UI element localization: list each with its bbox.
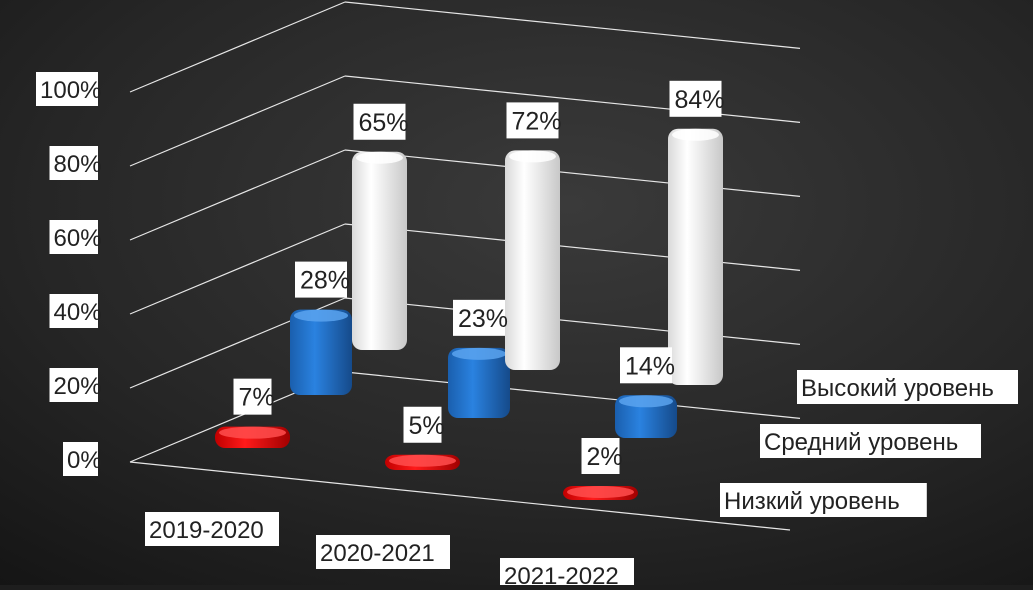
- data-label-box: [233, 378, 272, 415]
- data-label: 72%: [512, 107, 562, 135]
- data-label: 2%: [587, 443, 623, 471]
- data-label: 28%: [300, 267, 350, 295]
- bar: [448, 347, 510, 418]
- series-label: Низкий уровень: [724, 488, 900, 515]
- data-label-box: [353, 103, 406, 140]
- data-label: 14%: [625, 352, 675, 380]
- y-tick-label-box: [49, 294, 98, 328]
- gridline: [129, 149, 346, 241]
- bar-top: [294, 309, 348, 322]
- series-label: Высокий уровень: [801, 375, 994, 402]
- y-tick-label-box: [63, 442, 98, 476]
- x-tick-label: 2020-2021: [320, 540, 435, 567]
- data-label-box: [453, 299, 505, 336]
- y-tick-label: 40%: [54, 299, 102, 326]
- gridline: [344, 223, 801, 271]
- bar-top: [672, 128, 719, 141]
- x-tick-label: 2019-2020: [149, 517, 264, 544]
- data-label-box: [506, 102, 559, 139]
- gridline: [344, 1, 801, 49]
- bar-top: [356, 151, 403, 164]
- y-tick-label-box: [49, 146, 98, 180]
- gridline: [344, 297, 801, 345]
- y-tick-label: 0%: [67, 447, 102, 474]
- gridline: [129, 223, 346, 315]
- y-tick-label: 20%: [54, 373, 102, 400]
- data-label: 7%: [239, 384, 275, 412]
- data-label-box: [669, 80, 722, 117]
- x-tick-label-box: [145, 512, 279, 546]
- bars-group: [215, 128, 723, 500]
- y-tick-label: 80%: [54, 151, 102, 178]
- y-tick-label-box: [49, 368, 98, 402]
- y-tick-label-box: [36, 72, 98, 106]
- x-tick-label: 2021-2022: [504, 563, 619, 585]
- bar-top: [567, 486, 634, 498]
- y-tick-label: 100%: [40, 77, 101, 104]
- gridline: [344, 371, 801, 419]
- x-tick-label-box: [316, 535, 450, 569]
- data-label: 65%: [359, 109, 409, 137]
- series-label: Средний уровень: [764, 429, 958, 456]
- bar-top: [452, 347, 506, 360]
- bar: [352, 151, 407, 350]
- data-label-box: [620, 347, 672, 384]
- bar: [668, 128, 723, 386]
- data-label: 5%: [409, 412, 445, 440]
- y-tick-label: 60%: [54, 225, 102, 252]
- labels-group: 0% 20% 40% 60% 80% 100% 7% 5% 2% 28% 23% 14% 65% 72% 8…: [36, 72, 1018, 590]
- data-label-box: [295, 261, 347, 298]
- bar-top: [389, 454, 456, 467]
- series-label-box: [720, 483, 927, 517]
- bar-top: [509, 150, 556, 163]
- gridlines: [129, 1, 801, 531]
- bar: [290, 309, 352, 395]
- gridline: [129, 75, 346, 167]
- data-label: 84%: [675, 86, 725, 114]
- floor-edge: [129, 461, 791, 531]
- bar: [505, 150, 560, 370]
- bar-top: [219, 426, 286, 439]
- gridline: [129, 1, 346, 93]
- bar-top: [619, 395, 673, 408]
- y-tick-label-box: [49, 220, 98, 254]
- gridline: [344, 75, 801, 123]
- data-label: 23%: [458, 305, 508, 333]
- gridline: [344, 149, 801, 197]
- series-label-box: [797, 370, 1018, 404]
- series-label-box: [760, 424, 981, 458]
- data-label-box: [581, 438, 620, 474]
- data-label-box: [403, 406, 442, 443]
